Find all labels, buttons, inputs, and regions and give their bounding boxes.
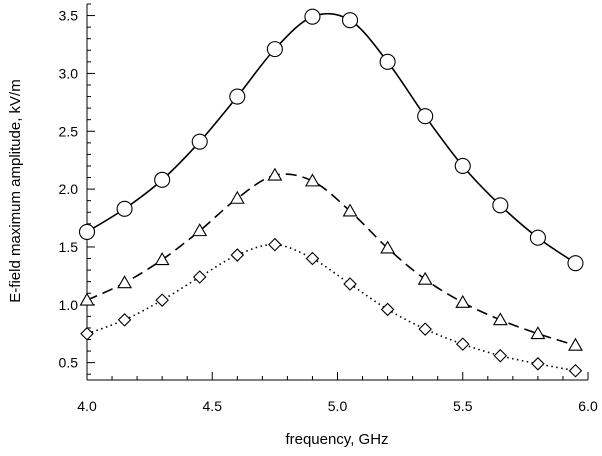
data-point-diamond: [305, 251, 320, 266]
data-point-diamond: [155, 293, 169, 307]
data-point-diamond: [192, 270, 207, 284]
x-tick-label: 4.5: [203, 398, 223, 414]
data-point-circle: [417, 108, 434, 125]
series-line-circle: [86, 12, 576, 264]
series-triangle: [79, 167, 583, 351]
data-point-diamond: [418, 322, 432, 336]
y-tick-label: 2.5: [59, 123, 79, 139]
y-axis-label: E-field maximum amplitude, kV/m: [7, 79, 24, 302]
data-point-circle: [341, 12, 359, 29]
y-tick-label: 1.0: [59, 297, 79, 313]
data-point-diamond: [455, 337, 470, 351]
series-layer: [78, 8, 584, 378]
data-point-triangle: [492, 312, 508, 326]
series-circle: [78, 8, 584, 272]
data-point-circle: [529, 229, 546, 246]
data-point-diamond: [493, 348, 508, 363]
series-diamond: [80, 237, 583, 378]
data-point-circle: [229, 88, 246, 105]
y-tick-label: 3.0: [59, 65, 79, 81]
data-point-circle: [492, 197, 509, 214]
x-tick-label: 4.0: [77, 398, 97, 414]
data-point-triangle: [455, 294, 471, 308]
data-point-diamond: [268, 237, 282, 252]
data-point-circle: [116, 200, 133, 217]
data-point-circle: [304, 8, 321, 25]
data-point-diamond: [531, 357, 545, 371]
y-tick-label: 3.5: [59, 8, 79, 24]
data-point-triangle: [117, 275, 133, 289]
y-tick-label: 2.0: [59, 181, 79, 197]
data-point-circle: [78, 223, 96, 240]
data-point-triangle: [380, 240, 396, 254]
data-point-triangle: [192, 223, 208, 237]
data-point-diamond: [230, 248, 245, 262]
x-tick-label: 5.5: [453, 398, 473, 414]
data-point-triangle: [79, 292, 95, 306]
data-point-triangle: [568, 337, 583, 351]
data-point-triangle: [229, 190, 245, 204]
x-axis-label: frequency, GHz: [285, 431, 388, 448]
data-point-diamond: [117, 313, 132, 327]
axes: 4.0 4.5 5.0 5.5 6.0 0.5 1.0 1.5 2.0 2.5 3.0 3.5: [59, 3, 598, 414]
x-tick-label: 5.0: [328, 398, 348, 414]
data-point-triangle: [417, 271, 433, 285]
data-point-triangle: [305, 173, 320, 187]
y-tick-label: 1.5: [59, 239, 79, 255]
data-point-circle: [191, 133, 208, 150]
data-point-circle: [154, 171, 171, 188]
data-point-circle: [266, 41, 283, 58]
data-point-triangle: [342, 203, 358, 217]
data-point-triangle: [154, 252, 170, 266]
data-point-circle: [379, 53, 396, 70]
y-tick-label: 0.5: [59, 355, 79, 371]
data-point-triangle: [530, 326, 546, 340]
data-point-diamond: [568, 363, 583, 378]
data-point-diamond: [80, 326, 94, 341]
x-tick-label: 6.0: [578, 398, 598, 414]
data-point-circle: [454, 157, 471, 175]
data-point-diamond: [343, 277, 357, 291]
data-point-circle: [567, 255, 584, 272]
data-point-triangle: [267, 167, 283, 181]
data-point-diamond: [380, 302, 395, 317]
